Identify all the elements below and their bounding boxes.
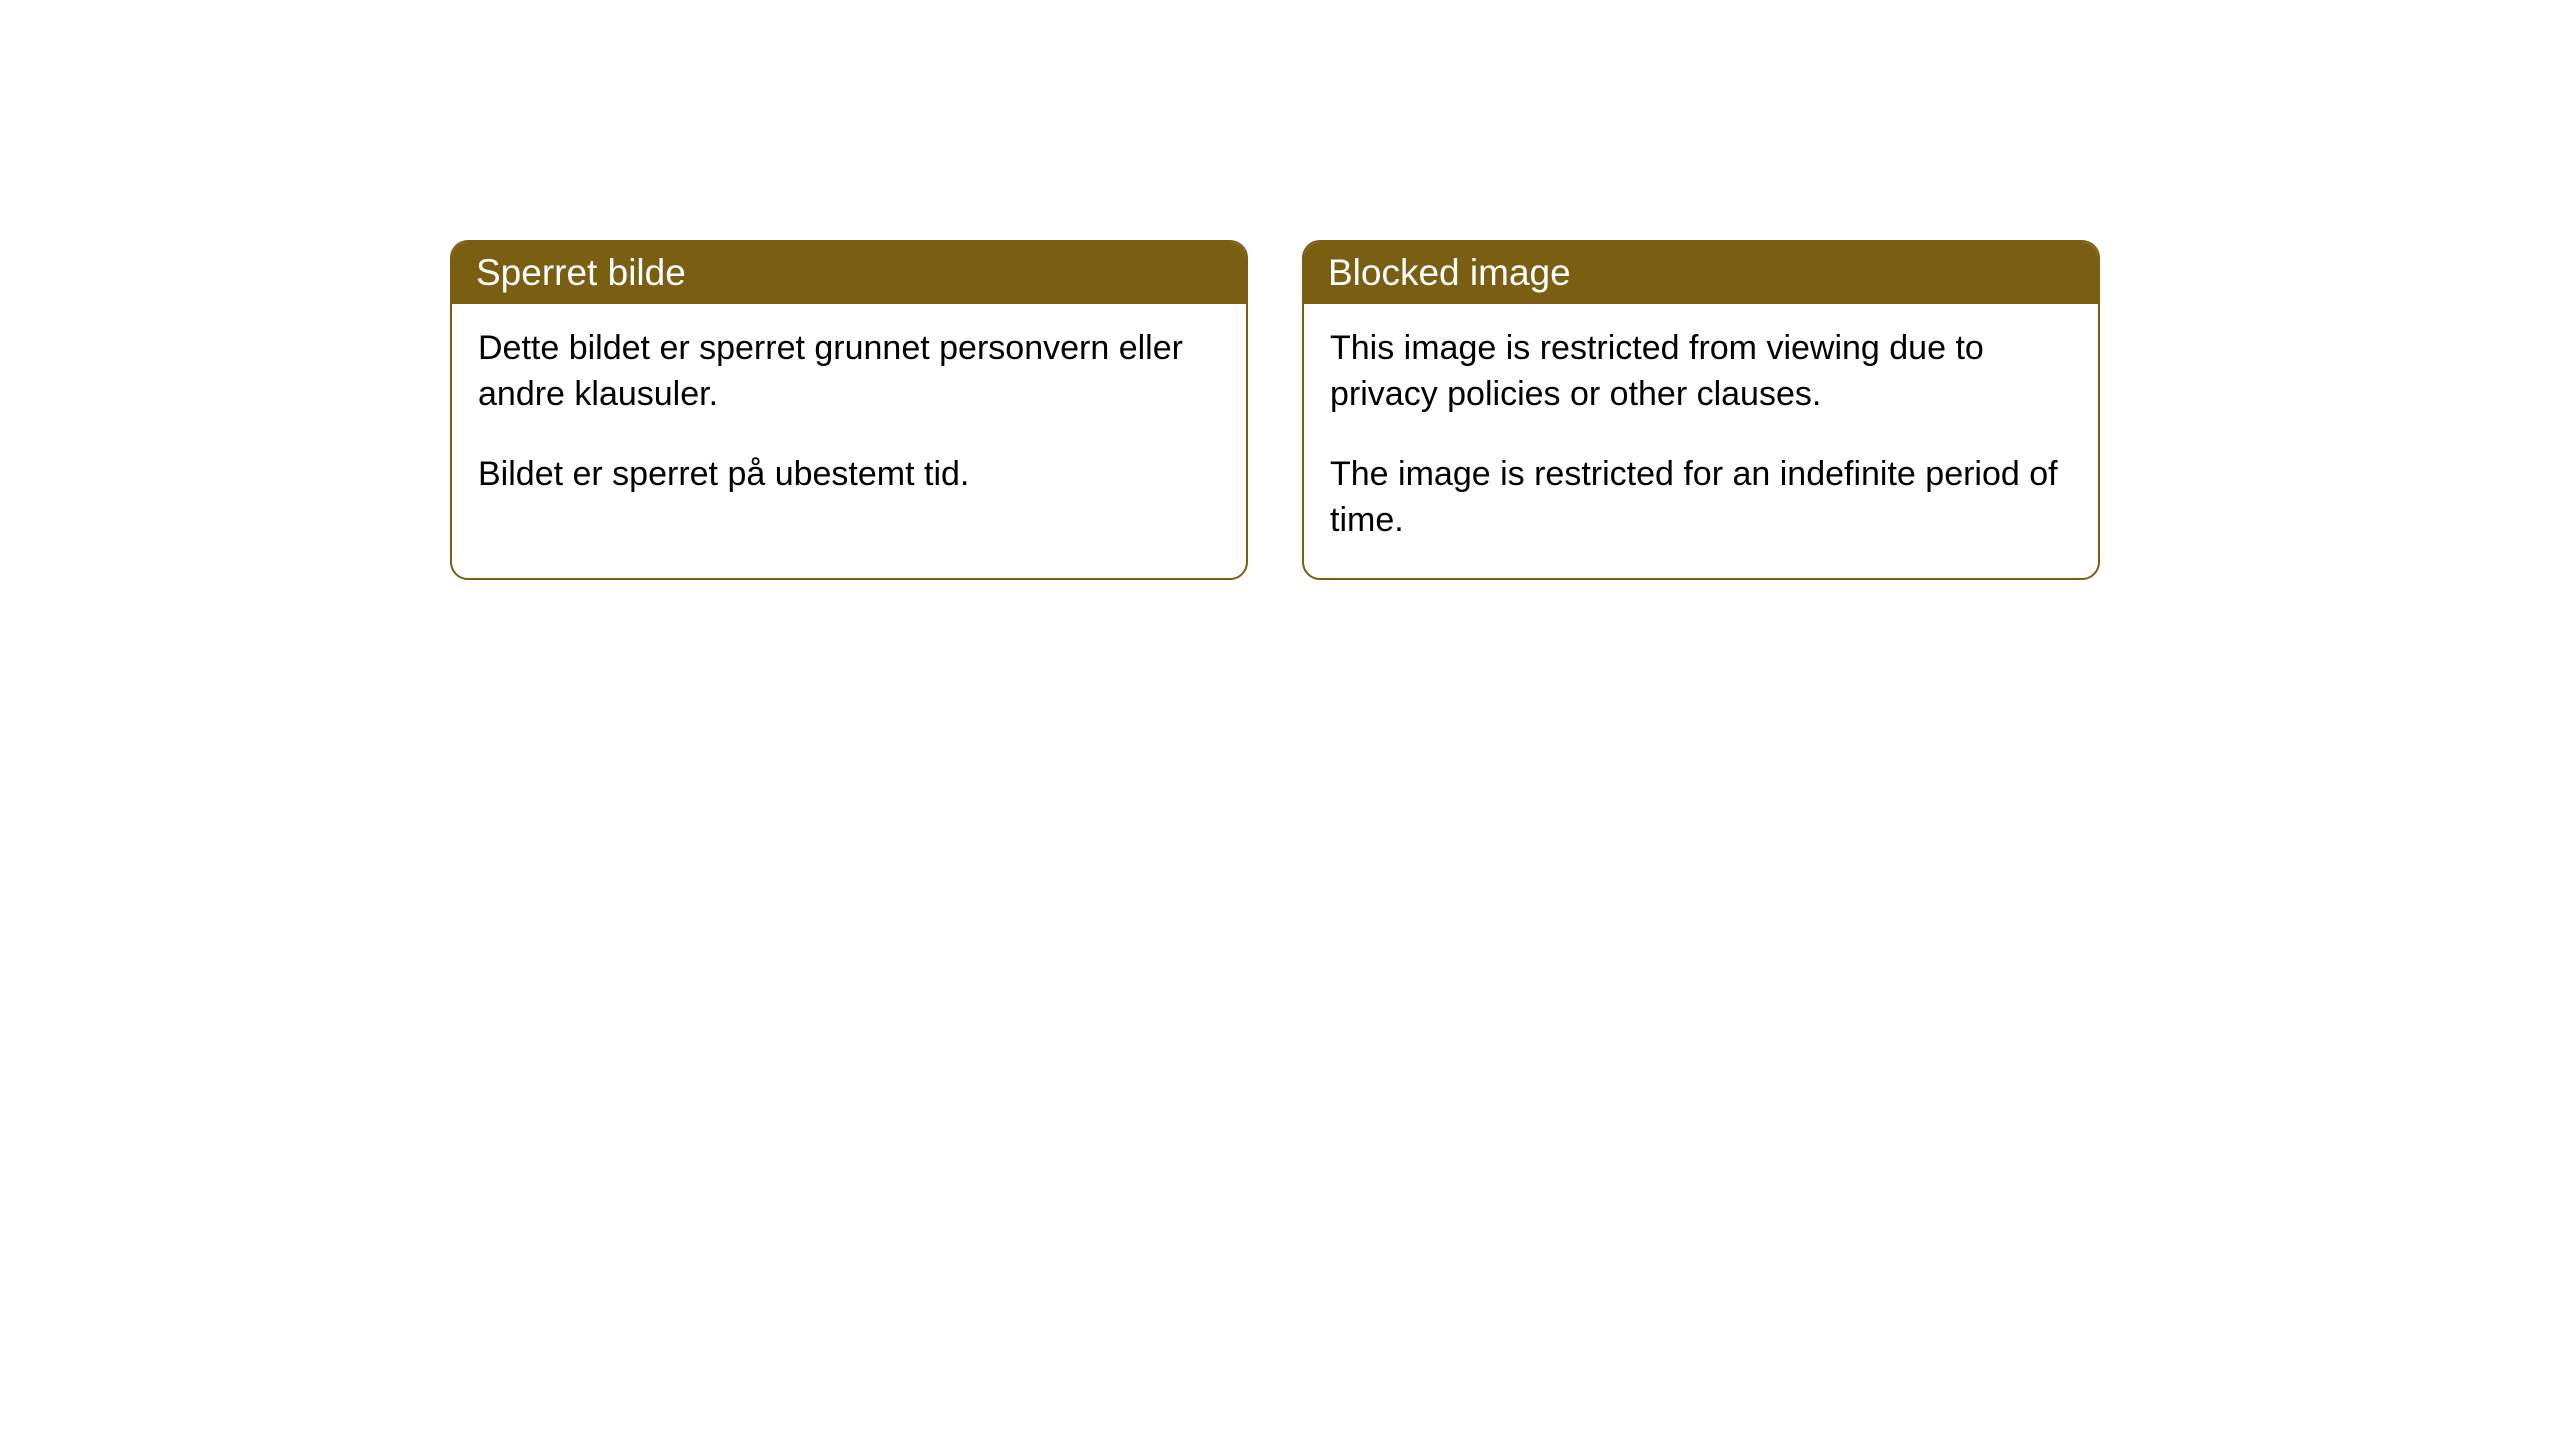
notice-card-english: Blocked image This image is restricted f… [1302,240,2100,580]
notice-card-header: Blocked image [1304,242,2098,304]
notice-card-paragraph: This image is restricted from viewing du… [1330,326,2072,418]
notice-card-paragraph: Dette bildet er sperret grunnet personve… [478,326,1220,418]
notice-card-body: This image is restricted from viewing du… [1304,304,2098,578]
notice-card-title: Blocked image [1328,252,1571,293]
notice-card-header: Sperret bilde [452,242,1246,304]
notice-card-paragraph: Bildet er sperret på ubestemt tid. [478,452,1220,498]
notice-card-body: Dette bildet er sperret grunnet personve… [452,304,1246,532]
notice-cards-container: Sperret bilde Dette bildet er sperret gr… [450,240,2100,580]
notice-card-paragraph: The image is restricted for an indefinit… [1330,452,2072,544]
notice-card-norwegian: Sperret bilde Dette bildet er sperret gr… [450,240,1248,580]
notice-card-title: Sperret bilde [476,252,686,293]
